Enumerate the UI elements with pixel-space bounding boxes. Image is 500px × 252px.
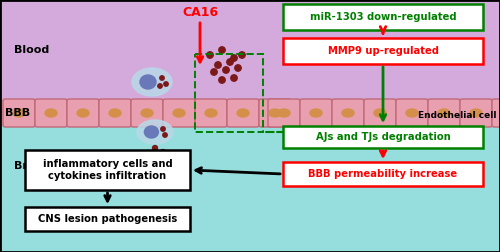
Ellipse shape [141,109,153,117]
Text: BBB permeability increase: BBB permeability increase [308,169,458,179]
FancyBboxPatch shape [283,4,483,30]
Circle shape [231,75,237,81]
Ellipse shape [144,126,158,138]
Circle shape [223,67,229,73]
FancyBboxPatch shape [163,99,195,127]
Text: MMP9 up-regulated: MMP9 up-regulated [328,46,438,56]
Circle shape [207,52,213,58]
Ellipse shape [310,109,322,117]
Circle shape [219,77,225,83]
FancyBboxPatch shape [492,99,500,127]
FancyBboxPatch shape [364,99,396,127]
Text: inflammatory cells and
cytokines infiltration: inflammatory cells and cytokines infiltr… [42,159,172,181]
FancyBboxPatch shape [195,99,227,127]
Text: Blood: Blood [14,45,49,55]
Ellipse shape [237,109,249,117]
Bar [195,54,263,132]
FancyBboxPatch shape [268,99,300,127]
FancyBboxPatch shape [300,99,332,127]
Ellipse shape [205,109,217,117]
Circle shape [235,65,241,71]
Text: AJs and TJs degradation: AJs and TJs degradation [316,132,450,142]
Ellipse shape [470,109,482,117]
Circle shape [227,59,233,65]
Circle shape [164,82,168,86]
Ellipse shape [45,109,57,117]
FancyBboxPatch shape [283,126,483,148]
Circle shape [161,127,165,131]
FancyBboxPatch shape [25,207,190,231]
Ellipse shape [406,109,418,117]
Circle shape [211,69,217,75]
Text: miR-1303 down-regulated: miR-1303 down-regulated [310,12,456,22]
Ellipse shape [278,109,290,117]
Circle shape [160,149,166,154]
FancyBboxPatch shape [227,99,259,127]
Ellipse shape [109,109,121,117]
Bar [0,0,500,100]
Circle shape [239,52,245,58]
Ellipse shape [13,109,25,117]
FancyBboxPatch shape [25,150,190,190]
FancyBboxPatch shape [99,99,131,127]
Circle shape [160,76,164,80]
Text: CA16: CA16 [182,6,218,19]
Ellipse shape [77,109,89,117]
Circle shape [152,145,158,150]
Circle shape [231,55,237,61]
Ellipse shape [132,68,172,96]
Ellipse shape [438,109,450,117]
FancyBboxPatch shape [283,38,483,64]
FancyBboxPatch shape [131,99,163,127]
FancyBboxPatch shape [67,99,99,127]
Ellipse shape [342,109,354,117]
Ellipse shape [374,109,386,117]
FancyBboxPatch shape [3,99,35,127]
Ellipse shape [140,75,156,89]
Ellipse shape [269,109,281,117]
Ellipse shape [173,109,185,117]
FancyBboxPatch shape [259,99,291,127]
Circle shape [146,150,150,155]
Ellipse shape [137,120,173,144]
FancyBboxPatch shape [460,99,492,127]
FancyBboxPatch shape [396,99,428,127]
FancyBboxPatch shape [35,99,67,127]
FancyBboxPatch shape [283,162,483,186]
FancyBboxPatch shape [428,99,460,127]
Bar [0,100,500,126]
FancyBboxPatch shape [332,99,364,127]
Text: BBB: BBB [5,108,30,118]
Text: Endothelial cell: Endothelial cell [418,110,496,119]
Bar [0,126,500,252]
Circle shape [158,84,162,88]
Text: Brain: Brain [14,161,47,171]
Circle shape [219,47,225,53]
Text: CNS lesion pathogenesis: CNS lesion pathogenesis [38,214,177,224]
Circle shape [163,133,167,137]
Circle shape [215,62,221,68]
